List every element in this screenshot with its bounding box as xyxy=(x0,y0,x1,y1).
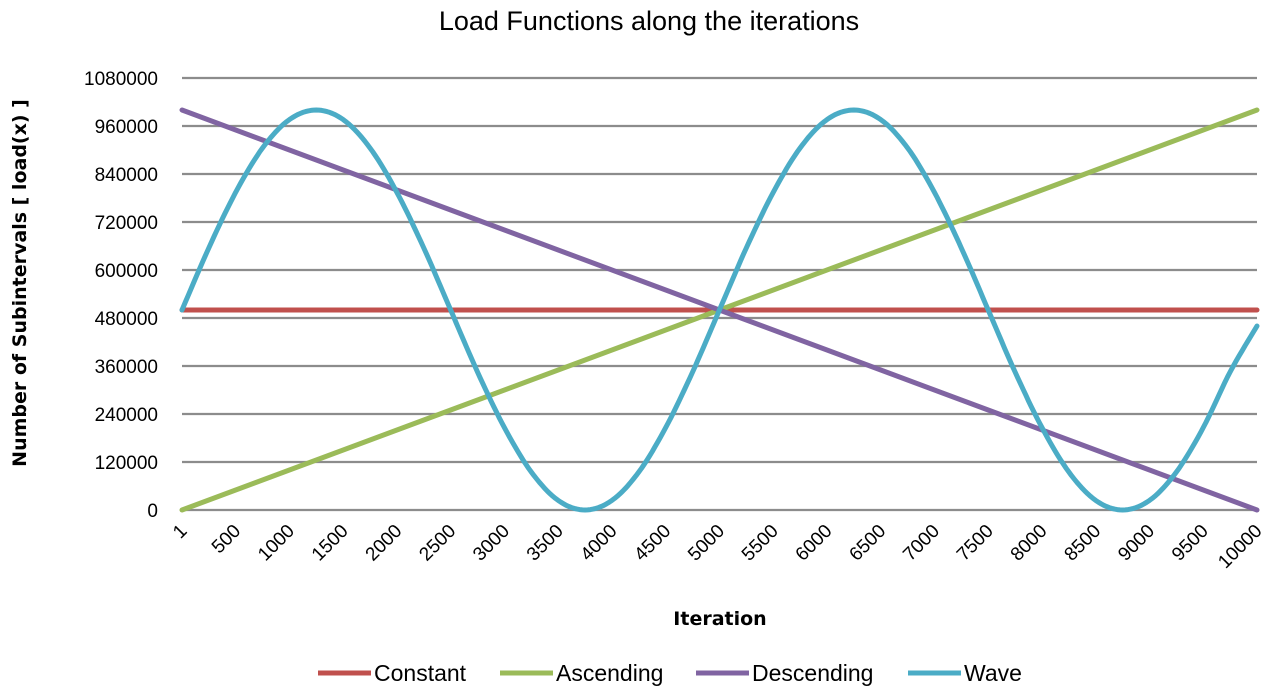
x-tick-label: 5500 xyxy=(738,521,783,566)
y-tick-label: 480000 xyxy=(95,309,158,330)
x-tick-label: 6500 xyxy=(846,521,891,566)
x-tick-label: 9000 xyxy=(1114,521,1159,566)
y-tick-label: 720000 xyxy=(95,213,158,234)
x-tick-label: 1500 xyxy=(308,521,353,566)
x-tick-label: 500 xyxy=(208,521,245,558)
x-tick-label: 9500 xyxy=(1168,521,1213,566)
x-tick-label: 7000 xyxy=(899,521,944,566)
x-tick-label: 3000 xyxy=(469,521,514,566)
legend-label-wave: Wave xyxy=(964,660,1022,686)
x-tick-label: 4000 xyxy=(577,521,622,566)
x-tick-label: 1 xyxy=(169,521,191,543)
x-tick-label: 6000 xyxy=(792,521,837,566)
y-tick-label: 360000 xyxy=(95,357,158,378)
legend-label-descending: Descending xyxy=(752,660,873,686)
x-tick-label: 4500 xyxy=(630,521,675,566)
x-tick-label: 3500 xyxy=(523,521,568,566)
series-line-wave xyxy=(179,107,1260,513)
legend-label-constant: Constant xyxy=(374,660,467,686)
x-tick-label: 8000 xyxy=(1007,521,1052,566)
y-tick-label: 840000 xyxy=(95,165,158,186)
x-tick-label: 2500 xyxy=(415,521,460,566)
gridlines xyxy=(182,76,1257,512)
x-tick-label: 7500 xyxy=(953,521,998,566)
chart-title: Load Functions along the iterations xyxy=(439,6,859,36)
y-axis-label: Number of Subintervals [ load(x) ] xyxy=(9,99,31,467)
y-axis-ticks: 0 120000 240000 360000 480000 600000 720000 840… xyxy=(84,69,158,522)
x-tick-label: 2000 xyxy=(362,521,407,566)
y-tick-label: 600000 xyxy=(95,261,158,282)
y-tick-label: 960000 xyxy=(95,117,158,138)
y-tick-label: 240000 xyxy=(95,405,158,426)
x-tick-label: 5000 xyxy=(684,521,729,566)
y-tick-label: 1080000 xyxy=(84,69,158,90)
x-axis-label: Iteration xyxy=(673,608,766,630)
x-tick-label: 10000 xyxy=(1214,521,1266,573)
y-tick-label: 120000 xyxy=(95,453,158,474)
legend: Constant Ascending Descending Wave xyxy=(318,660,1022,686)
legend-label-ascending: Ascending xyxy=(556,660,663,686)
x-axis-ticks: 1 500 1000 1500 2000 2500 3000 3500 4000 4500 5000… xyxy=(169,521,1266,573)
x-tick-label: 1000 xyxy=(254,521,299,566)
y-tick-label: 0 xyxy=(147,501,158,522)
x-tick-label: 8500 xyxy=(1061,521,1106,566)
series-lines xyxy=(179,107,1260,513)
